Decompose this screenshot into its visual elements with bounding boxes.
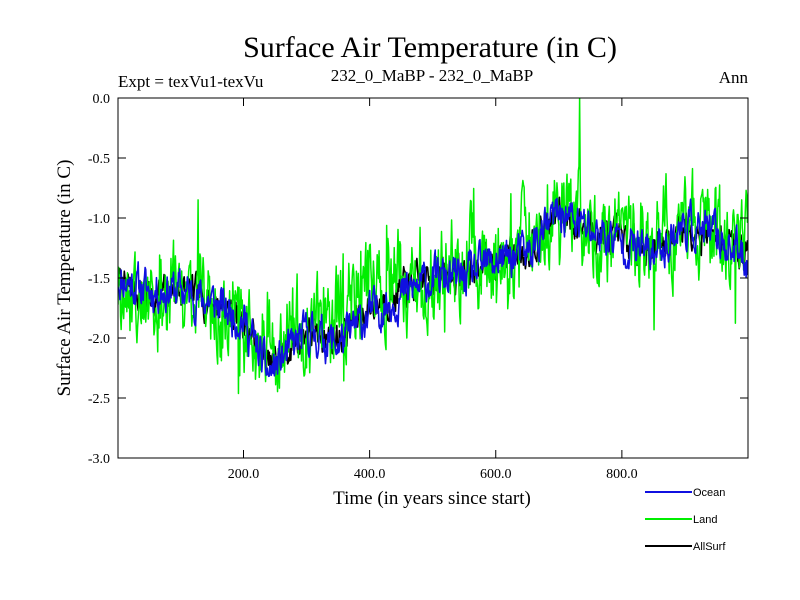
x-tick-label: 400.0 <box>354 467 386 482</box>
y-axis-title: Surface Air Temperature (in C) <box>54 160 75 397</box>
y-tick-label: -0.5 <box>88 152 110 167</box>
legend-label-allsurf: AllSurf <box>693 541 726 553</box>
legend: Ocean Land AllSurf <box>645 487 726 553</box>
x-tick-label: 600.0 <box>480 467 512 482</box>
y-tick-label: -1.5 <box>88 272 110 287</box>
y-tick-label: -3.0 <box>88 452 110 467</box>
series-layer <box>118 98 748 395</box>
experiment-label: Expt = texVu1-texVu <box>118 72 264 91</box>
period-label: 232_0_MaBP - 232_0_MaBP <box>331 66 533 85</box>
chart-title: Surface Air Temperature (in C) <box>243 31 617 64</box>
y-tick-label: -1.0 <box>88 212 110 227</box>
x-axis-title: Time (in years since start) <box>333 488 531 509</box>
y-tick-label: 0.0 <box>93 92 111 107</box>
y-tick-label: -2.0 <box>88 332 110 347</box>
legend-label-ocean: Ocean <box>693 487 725 499</box>
series-line-land <box>118 98 748 395</box>
legend-label-land: Land <box>693 514 717 526</box>
x-tick-label: 200.0 <box>228 467 260 482</box>
series-line-ocean <box>118 197 748 378</box>
season-label: Ann <box>719 68 749 87</box>
x-tick-label: 800.0 <box>606 467 638 482</box>
y-tick-label: -2.5 <box>88 392 110 407</box>
axis-layer: 200.0 400.0 600.0 800.0 0.0 -0.5 -1.0 -1.5 -2.0 -… <box>88 92 748 482</box>
